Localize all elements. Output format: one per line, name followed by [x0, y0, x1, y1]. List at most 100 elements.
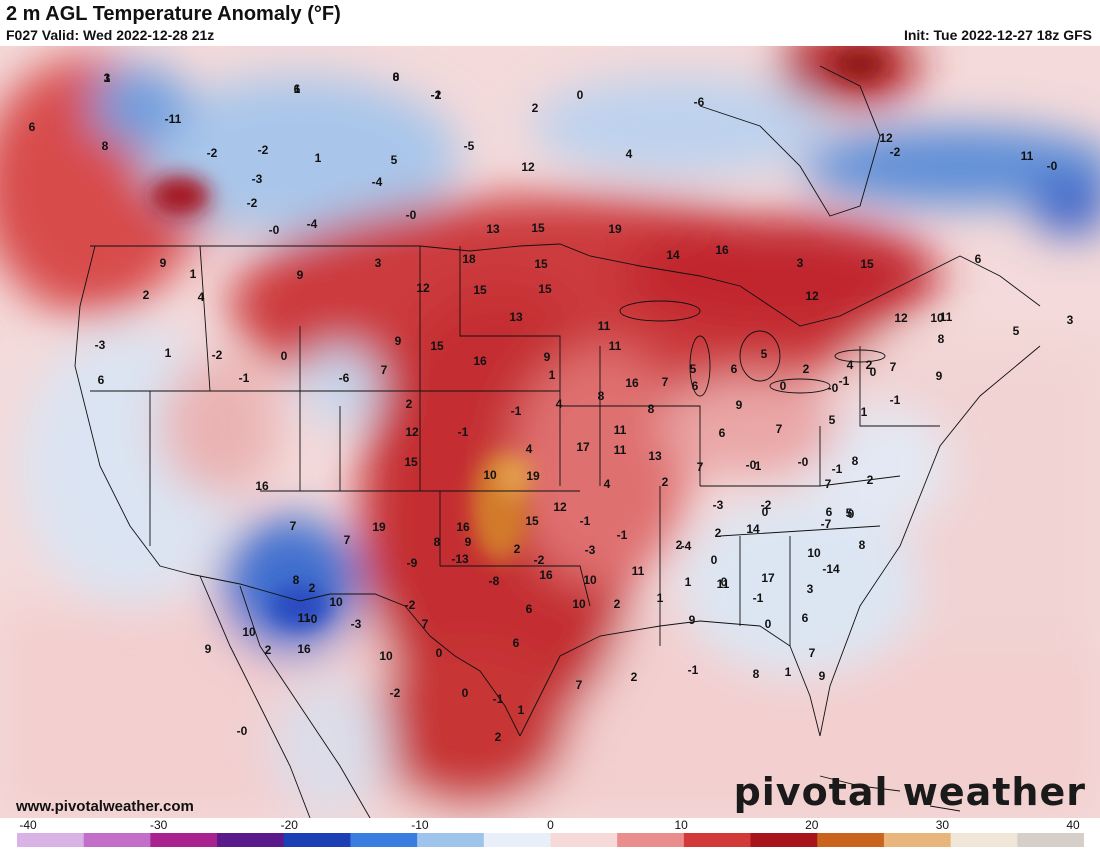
anomaly-value-label: 12 — [521, 160, 535, 174]
colorbar-tick-label: -20 — [280, 818, 298, 832]
colorbar-tick-label: -40 — [19, 818, 37, 832]
anomaly-value-label: 4 — [626, 147, 633, 161]
colorbar-swatch — [817, 833, 885, 847]
anomaly-value-label: 8 — [598, 389, 605, 403]
anomaly-value-label: 10 — [807, 546, 821, 560]
anomaly-value-label: -13 — [451, 552, 469, 566]
anomaly-value-label: -7 — [821, 517, 832, 531]
colorbar-tick-label: 0 — [547, 818, 554, 832]
anomaly-value-label: 16 — [715, 243, 729, 257]
anomaly-value-label: 2 — [662, 475, 669, 489]
anomaly-value-labels: 1 06 -2 0 -66-112-5-2 -21 5 48-3 -4-2-0121211-2-… — [29, 70, 1074, 744]
anomaly-value-label: 17 — [576, 440, 590, 454]
anomaly-value-label: -2 — [212, 348, 223, 362]
anomaly-value-label: -5 — [464, 139, 475, 153]
anomaly-value-label: 1 — [315, 151, 322, 165]
anomaly-value-label: -6 — [339, 371, 350, 385]
anomaly-value-label: 11 — [632, 564, 645, 578]
anomaly-value-label: -2 — [534, 553, 545, 567]
anomaly-value-label: 1 — [104, 71, 111, 85]
anomaly-value-label: 2 — [614, 597, 621, 611]
anomaly-value-label: -2 — [890, 145, 901, 159]
anomaly-value-label: 15 — [534, 257, 548, 271]
anomaly-value-label: 12 — [405, 425, 419, 439]
map-header: 2 m AGL Temperature Anomaly (°F) F027 Va… — [0, 0, 1100, 46]
anomaly-value-label: -2 — [405, 598, 416, 612]
anomaly-value-label: 1 — [861, 405, 868, 419]
anomaly-value-label: -6 — [694, 95, 705, 109]
anomaly-value-label: 11 — [298, 611, 311, 625]
anomaly-value-label: 6 — [719, 426, 726, 440]
anomaly-value-label: 0 — [393, 70, 400, 84]
anomaly-value-label: 15 — [525, 514, 539, 528]
colorbar-swatch — [283, 833, 351, 847]
anomaly-value-label: 2 — [265, 643, 272, 657]
anomaly-value-label: -1 — [832, 462, 843, 476]
anomaly-value-label: 12 — [416, 281, 430, 295]
anomaly-value-label: -2 — [431, 88, 442, 102]
anomaly-value-label: 11 — [1021, 149, 1034, 163]
anomaly-value-label: 2 — [676, 538, 683, 552]
anomaly-value-label: 16 — [255, 479, 269, 493]
anomaly-value-label: 4 — [847, 358, 854, 372]
colorbar-tick-label: -30 — [149, 818, 168, 832]
anomaly-value-label: 0 — [721, 575, 728, 589]
website-url: www.pivotalweather.com — [16, 798, 194, 815]
anomaly-value-label: 2 — [143, 288, 150, 302]
anomaly-shading — [0, 46, 1100, 818]
anomaly-value-label: 3 — [1067, 313, 1074, 327]
valid-time: F027 Valid: Wed 2022-12-28 21z — [6, 27, 215, 43]
anomaly-value-label: -8 — [489, 574, 500, 588]
colorbar-swatch — [683, 833, 752, 847]
anomaly-value-label: 1 — [685, 575, 692, 589]
anomaly-value-label: -2 — [247, 196, 258, 210]
anomaly-value-label: 6 — [731, 362, 738, 376]
anomaly-value-label: 6 — [29, 120, 36, 134]
init-time: Init: Tue 2022-12-27 18z GFS — [903, 27, 1092, 43]
anomaly-value-label: 16 — [297, 642, 311, 656]
anomaly-value-label: 0 — [281, 349, 288, 363]
anomaly-value-label: 11 — [609, 339, 622, 353]
anomaly-value-label: -1 — [839, 374, 850, 388]
anomaly-value-label: 0 — [780, 379, 787, 393]
anomaly-value-label: -2 — [390, 686, 401, 700]
anomaly-value-label: 10 — [242, 625, 256, 639]
anomaly-value-label: 7 — [576, 678, 583, 692]
anomaly-value-label: 9 — [297, 268, 304, 282]
anomaly-value-label: 14 — [746, 522, 760, 536]
anomaly-value-label: 9 — [160, 256, 167, 270]
anomaly-value-label: 1 — [294, 82, 301, 96]
anomaly-value-label: 7 — [290, 519, 297, 533]
anomaly-value-label: 13 — [509, 310, 523, 324]
anomaly-value-label: -0 — [269, 223, 280, 237]
anomaly-value-label: -3 — [585, 543, 596, 557]
anomaly-value-label: 5 — [391, 153, 398, 167]
anomaly-value-label: 7 — [662, 375, 669, 389]
anomaly-value-label: 10 — [329, 595, 343, 609]
anomaly-value-label: 8 — [859, 538, 866, 552]
anomaly-value-label: 5 — [846, 506, 853, 520]
anomaly-value-label: 8 — [434, 535, 441, 549]
anomaly-value-label: 1 — [518, 703, 525, 717]
map-title: 2 m AGL Temperature Anomaly (°F) — [6, 3, 341, 25]
anomaly-value-label: -1 — [890, 393, 901, 407]
anomaly-value-label: 0 — [577, 88, 584, 102]
anomaly-value-label: 7 — [809, 646, 816, 660]
anomaly-value-label: -0 — [1047, 159, 1058, 173]
anomaly-value-label: 16 — [625, 376, 639, 390]
anomaly-value-label: 10 — [483, 468, 497, 482]
colorbar-swatch — [350, 833, 418, 847]
anomaly-value-label: 16 — [539, 568, 553, 582]
anomaly-value-label: 9 — [465, 535, 472, 549]
colorbar-swatch — [1017, 833, 1084, 847]
anomaly-value-label: 2 — [532, 101, 539, 115]
anomaly-value-label: 5 — [690, 362, 697, 376]
anomaly-value-label: -4 — [372, 175, 383, 189]
anomaly-value-label: 1 — [165, 346, 172, 360]
temperature-anomaly-map[interactable]: 1 0 6 -2 0 -6 6 -11 2 -5 -2 -2 1 5 4 8 -3 -4 -2 -0 12 12 11 -2-… — [0, 46, 1100, 818]
anomaly-value-label: 2 — [715, 526, 722, 540]
anomaly-value-label: -0 — [406, 208, 417, 222]
anomaly-value-label: 9 — [395, 334, 402, 348]
colorbar-tick-labels: -40 -30 -20 -10 0 10 20 30 40 — [0, 818, 1100, 832]
anomaly-value-label: 8 — [852, 454, 859, 468]
